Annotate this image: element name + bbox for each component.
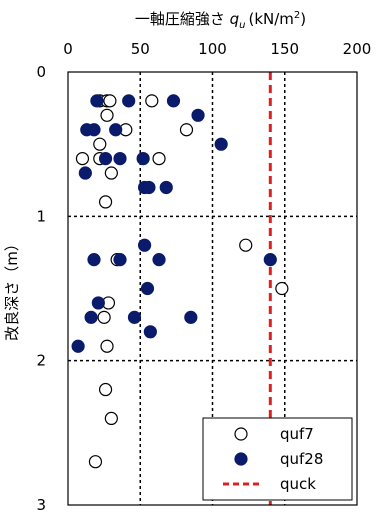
series-quf28-point	[127, 310, 142, 324]
series-quf28-point	[91, 296, 105, 310]
series-quf7-point	[97, 310, 111, 324]
x-axis-title-main: 一軸圧縮強さ	[135, 10, 230, 28]
series-quf28-point	[87, 253, 101, 267]
legend-quf28-label: quf28	[280, 450, 323, 468]
series-quf7-point	[100, 339, 114, 353]
series-quf28-point	[122, 94, 136, 108]
series-quf7-point	[104, 411, 118, 425]
series-quf7-point	[98, 382, 113, 397]
legend-box	[202, 417, 353, 501]
series-quf7-point	[103, 94, 117, 108]
series-quf28-point	[87, 123, 101, 137]
series-quf7-point	[239, 238, 253, 252]
series-quf28-point	[113, 152, 127, 166]
y-axis-title: 改良深さ（m）	[3, 236, 21, 341]
y-tick-label: 0	[36, 63, 46, 81]
x-axis-title: 一軸圧縮強さ qu (kN/m2)	[135, 10, 306, 31]
series-quf7-point	[145, 94, 159, 108]
series-quf7-point	[100, 108, 114, 122]
series-quf7-point	[104, 166, 118, 180]
series-quf28-point	[263, 253, 277, 267]
plot-frame	[67, 71, 358, 506]
series-quf7-point	[152, 152, 166, 166]
series-quf28-point	[136, 152, 150, 166]
legend-quf7-swatch	[234, 427, 248, 441]
series-quf7-point	[93, 137, 107, 151]
series-quf7-point	[75, 152, 90, 166]
series-quf28-point	[214, 137, 228, 151]
series-quf28-point	[191, 108, 205, 122]
series-quf7-point	[88, 455, 103, 469]
series-quf28-point	[142, 180, 156, 195]
legend-quck-label: quck	[280, 475, 316, 493]
series-quf7-point	[275, 281, 289, 296]
x-tick-label: 150	[270, 40, 299, 58]
series-quf28-point	[166, 94, 181, 108]
x-tick-label: 0	[63, 40, 73, 58]
x-axis-title-unit-close: )	[300, 10, 306, 28]
legend-quf28-swatch	[234, 452, 248, 466]
y-tick-label: 3	[36, 496, 46, 514]
series-quf28-point	[184, 310, 198, 324]
series-quf28-point	[71, 339, 85, 353]
tick-labels: 0 50 100 150 200 0 1 2 3	[36, 40, 371, 514]
series-quf28-point	[84, 310, 98, 324]
y-tick-label: 2	[36, 352, 46, 370]
x-tick-label: 200	[343, 40, 372, 58]
series-quf28-point	[90, 94, 104, 108]
series-quf7-point	[98, 195, 113, 209]
series-quf28-point	[78, 166, 92, 180]
series-quf28-point	[143, 325, 157, 339]
x-tick-label: 50	[131, 40, 150, 58]
x-tick-label: 100	[198, 40, 227, 58]
y-tick-label: 1	[36, 207, 46, 225]
plot-series	[71, 72, 289, 505]
x-axis-title-unit: (kN/m	[248, 10, 293, 28]
x-axis-title-superscript: 2	[294, 10, 300, 21]
series-quf28-point	[113, 253, 127, 267]
series-quf28-point	[109, 123, 123, 137]
series-quf28-point	[152, 253, 166, 267]
series-quf28-point	[159, 180, 173, 195]
x-axis-title-subscript: u	[239, 20, 245, 31]
legend: quf7 quf28 quck	[202, 417, 353, 501]
series-quf28-point	[98, 152, 113, 166]
legend-quf7-label: quf7	[280, 425, 314, 443]
x-axis-title-symbol: q	[230, 10, 240, 28]
series-quf28-point	[137, 238, 152, 252]
series-quf28-point	[140, 281, 155, 296]
series-quf7-point	[179, 123, 194, 137]
